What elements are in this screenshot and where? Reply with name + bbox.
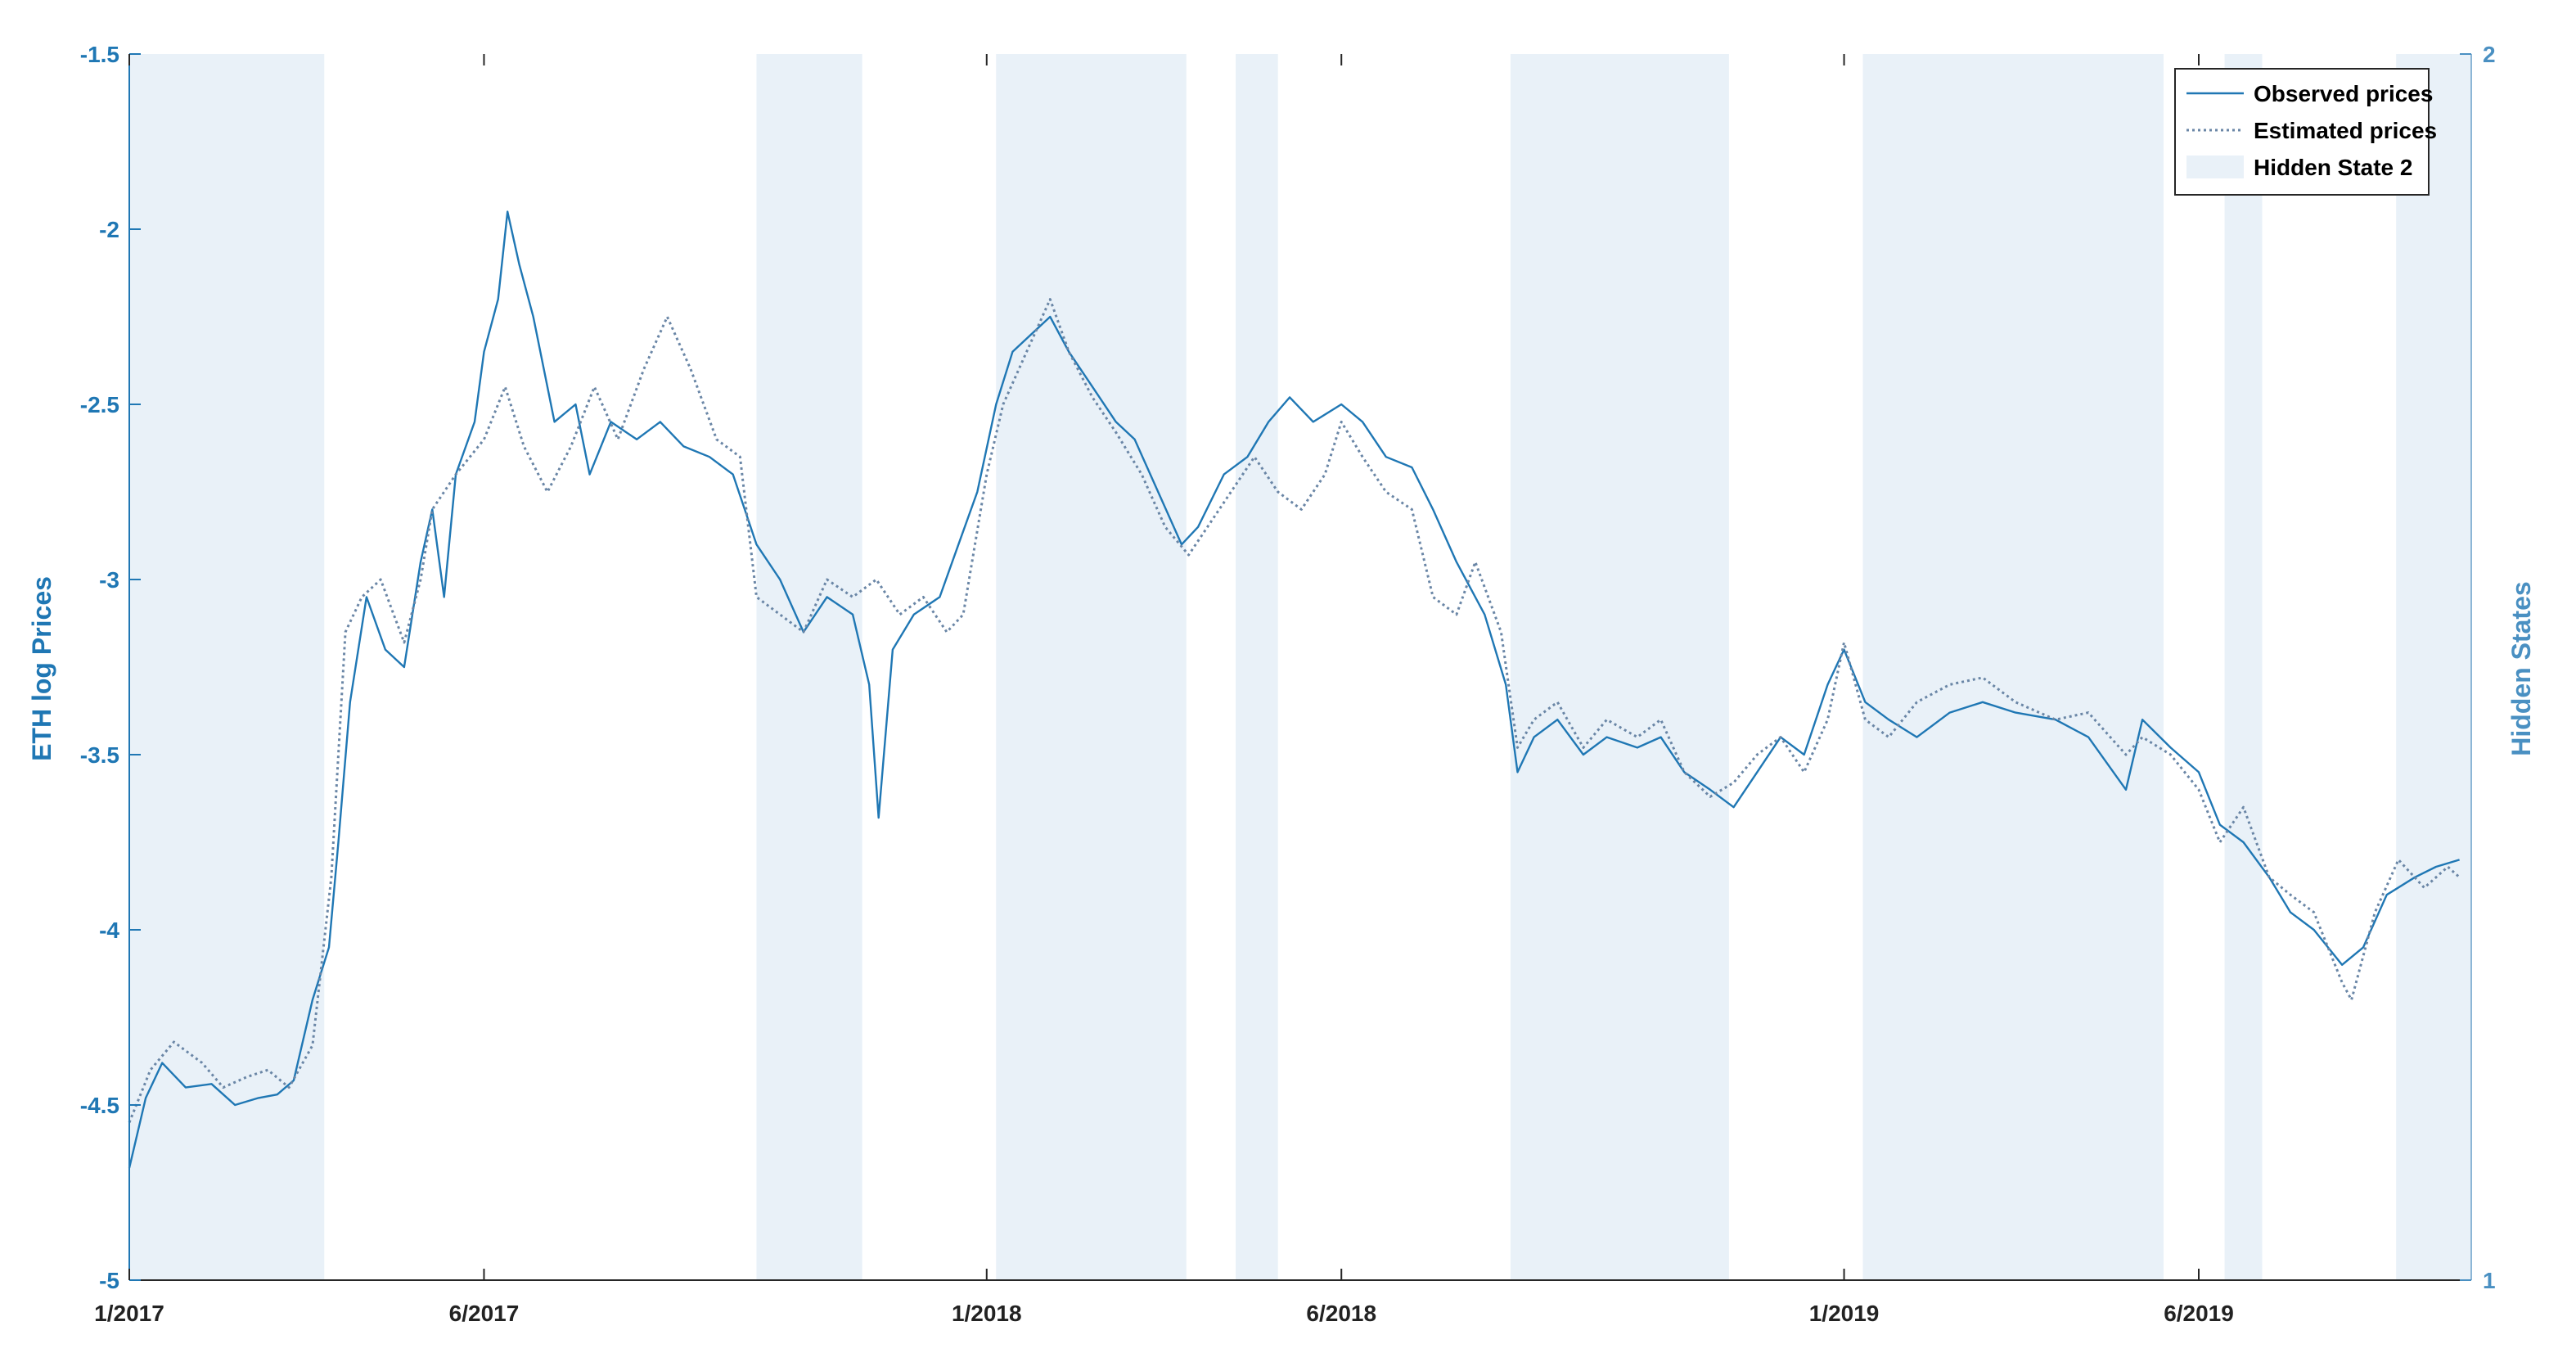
series-layer	[128, 210, 2461, 1169]
y-tick-label-left-7: -5	[99, 1268, 119, 1293]
y-tick-label-left-3: -3	[99, 567, 119, 593]
y-tick-label-left-4: -3.5	[80, 742, 119, 768]
hidden-state-2-patch-7	[2224, 54, 2263, 1280]
hidden-state-2-patch-3	[996, 54, 1187, 1280]
y-tick-label-right-1: 1	[2483, 1268, 2496, 1293]
hidden-state-patches	[129, 54, 2471, 1280]
x-tick-label-2: 1/2018	[952, 1301, 1022, 1326]
y-tick-label-left-2: -2.5	[80, 392, 119, 417]
x-tick-label-0: 1/2017	[94, 1301, 164, 1326]
y-tick-label-left-6: -4.5	[80, 1093, 119, 1118]
estimated-prices-line	[128, 298, 2461, 1123]
y-tick-label-left-1: -2	[99, 217, 119, 242]
legend-label-2: Hidden State 2	[2254, 155, 2412, 180]
x-tick-label-3: 6/2018	[1306, 1301, 1376, 1326]
y-tick-label-right-0: 2	[2483, 42, 2496, 67]
hidden-state-2-patch-1	[129, 54, 325, 1280]
observed-prices-line	[128, 210, 2460, 1169]
y-axis-label-right: Hidden States	[2506, 581, 2536, 755]
x-tick-label-4: 1/2019	[1809, 1301, 1880, 1326]
y-axis-label-left: ETH log Prices	[27, 576, 56, 761]
hidden-state-2-patch-2	[756, 54, 862, 1280]
legend-label-0: Observed prices	[2254, 81, 2433, 106]
legend: Observed prices Estimated prices Hidden St…	[2174, 68, 2437, 196]
hidden-state-2-patch-6	[1862, 54, 2164, 1280]
hidden-state-2-patch-8	[2396, 54, 2471, 1280]
y-tick-label-left-0: -1.5	[80, 42, 119, 67]
legend-swatch-hidden-state	[2186, 156, 2244, 178]
x-tick-label-5: 6/2019	[2164, 1301, 2234, 1326]
hidden-state-2-patch-5	[1510, 54, 1729, 1280]
hidden-state-2-patch-4	[1236, 54, 1278, 1280]
y-tick-label-left-5: -4	[99, 918, 119, 943]
legend-label-1: Estimated prices	[2254, 118, 2437, 143]
axes-layer: -1.5 -2 -2.5 -3 -3.5 -4 -4.5 -5 2 1 1/2017 6/2017 1/…	[80, 42, 2496, 1326]
x-tick-label-1: 6/2017	[449, 1301, 520, 1326]
